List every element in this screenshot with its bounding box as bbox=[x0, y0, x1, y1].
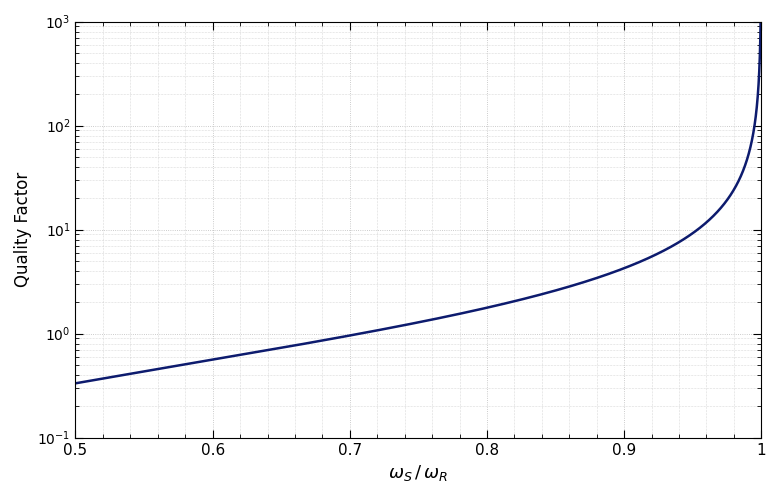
X-axis label: $\omega_S\,/\,\omega_R$: $\omega_S\,/\,\omega_R$ bbox=[388, 463, 448, 483]
Y-axis label: Quality Factor: Quality Factor bbox=[14, 172, 32, 287]
